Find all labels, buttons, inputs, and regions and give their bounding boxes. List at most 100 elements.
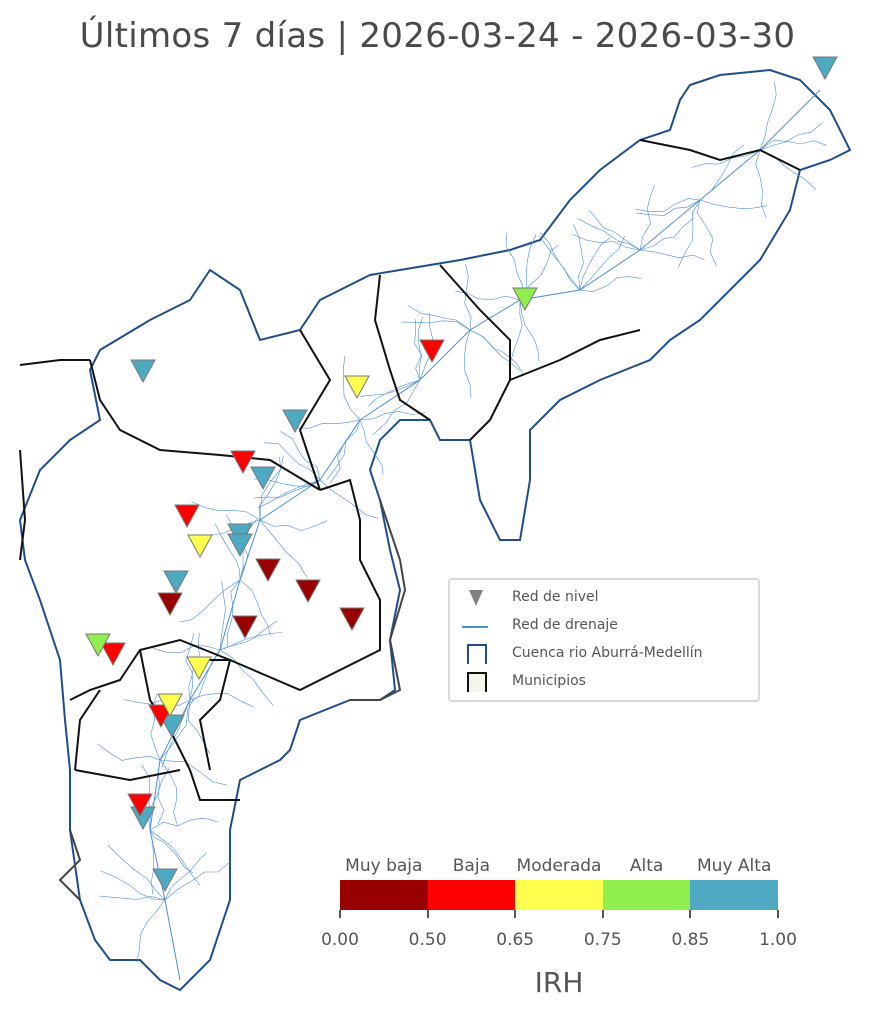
municipality-boundary [58,829,82,901]
basin-polygon [18,68,852,992]
station-marker-baja [230,450,256,475]
municipality-boundary [639,139,801,171]
municipality-boundary [89,359,321,491]
municipality-boundary [74,769,181,782]
river-line [279,431,321,481]
municipality-boundary [69,478,381,701]
station-marker-alta [85,633,111,658]
colorbar-tick-label: 1.00 [759,930,797,950]
colorbar-tick [426,910,429,918]
river-line [329,419,361,483]
line-icon [462,626,488,628]
river-line [699,144,745,201]
river-line [359,411,426,421]
station-marker-muy-alta [282,409,308,434]
river-line [414,318,423,381]
colorbar-tick [514,910,517,918]
colorbar-category-label: Muy Alta [697,856,772,876]
river-line [239,579,271,636]
river-line [639,184,655,251]
municipality-boundary [74,689,101,771]
river-line [372,379,421,435]
level-stations [85,56,838,893]
river-line [759,140,827,151]
river-line [572,234,641,251]
colorbar-tick-label: 0.75 [583,930,622,950]
river-line [579,236,611,291]
municipality-boundary [298,329,332,491]
river-line [98,895,166,901]
river-line [639,249,705,261]
river-line [639,218,694,251]
station-marker-muy-baja [232,615,258,640]
river-line [539,236,581,291]
river-line [401,320,471,331]
triangle-down-icon [469,590,483,606]
legend-item-drainage: Red de drenaje [450,614,758,638]
river-line [214,523,241,581]
station-marker-muy-baja [295,579,321,604]
colorbar-tick [777,910,779,918]
map-legend: Red de nivel Red de drenaje Cuenca rio A… [448,578,760,702]
municipality-boundary [19,449,27,561]
station-marker-muy-alta [163,570,189,595]
legend-item-basin: Cuenca rio Aburrá-Medellín [450,642,758,666]
municipality-boundary [19,359,90,366]
river-line [415,317,423,381]
colorbar-tick-label: 0.85 [671,930,710,950]
station-marker-muy-baja [157,592,183,617]
river-line [588,209,641,251]
station-marker-alta [512,287,538,312]
river-line [219,581,226,651]
river-line [164,861,231,901]
station-marker-muy-baja [339,607,365,632]
river-line [295,419,361,429]
colorbar-category-label: Baja [452,856,491,876]
square-outline-icon [467,644,487,664]
colorbar-category-label: Moderada [516,856,602,876]
river-line [219,620,278,651]
river-line [469,329,520,371]
river-line [463,329,472,399]
colorbar-category-label: Alta [629,856,664,876]
river-line [149,767,171,831]
station-marker-muy-alta [812,56,838,81]
river-line [636,199,701,216]
municipality-boundary [439,264,511,380]
municipality-boundary [373,274,431,421]
colorbar-tick [689,910,692,918]
river-line [149,829,201,886]
colorbar-tick-label: 0.00 [321,930,359,950]
river-line [343,356,361,421]
river-line [149,829,194,874]
river-line [136,899,166,963]
river-line [149,817,218,831]
river-line [368,379,421,407]
colorbar-segment [515,880,603,910]
colorbar-tick [601,910,604,918]
colorbar-tick-label: 0.65 [496,930,535,950]
river-line [164,852,208,901]
station-marker-baja [419,339,445,364]
legend-label: Municipios [512,673,586,689]
station-marker-moderada [344,375,370,400]
river-line [259,519,328,531]
municipality-boundary [350,499,407,701]
colorbar-segment [340,880,428,910]
river-line [161,699,191,768]
river-line [579,236,625,291]
river-line [407,305,471,331]
station-marker-muy-alta [130,359,156,384]
station-marker-muy-alta [152,868,178,893]
river-line [326,419,361,480]
river-line [180,579,241,623]
square-filled-icon [467,672,487,692]
colorbar-category-label: Muy baja [345,856,423,876]
river-line [259,519,308,578]
colorbar-segment [690,880,778,910]
river-line [264,442,321,481]
river-line [696,199,717,267]
river-line [359,419,384,475]
river-line [699,199,768,209]
